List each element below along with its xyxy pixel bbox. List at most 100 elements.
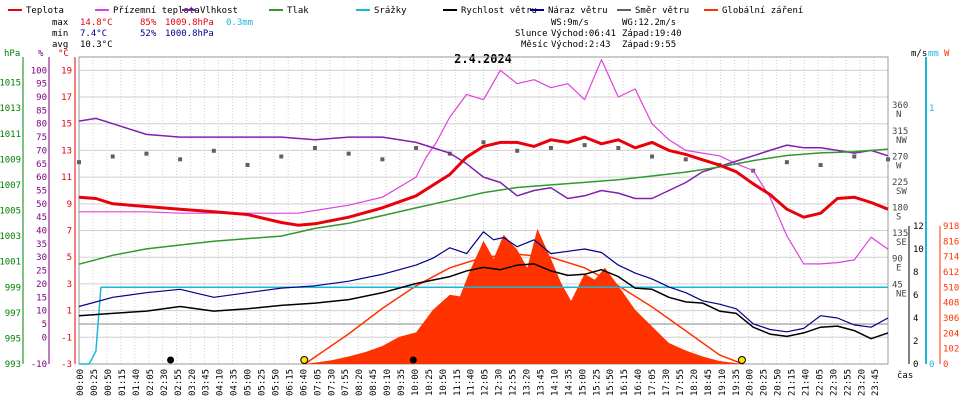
axis-hpa-tick: 999 (5, 283, 21, 293)
x-tick-label: 23:20 (857, 369, 867, 396)
axis-w-tick: 714 (943, 253, 959, 263)
x-tick-label: 16:15 (620, 369, 630, 396)
wind-wg: WG:12.2m/s (622, 18, 676, 28)
axis-dir-tick: 225 (892, 178, 908, 188)
axis-w-tick: 918 (943, 222, 959, 232)
axis-pct-tick: 65 (36, 160, 47, 170)
axis-w-tick: 408 (943, 299, 959, 309)
axis-mm-tick: 0 (929, 360, 934, 370)
axis-c-tick: 9 (67, 200, 72, 210)
x-tick-label: 18:45 (704, 369, 714, 396)
direction-point (144, 151, 149, 156)
left-axes: 9939959979991001100310051007100910111013… (0, 57, 76, 370)
direction-point (77, 160, 81, 165)
axis-pct-tick: 55 (36, 186, 47, 196)
axis-c-tick: -1 (61, 333, 72, 343)
x-tick-label: 08:20 (355, 369, 365, 396)
legend-label-feels_like: Přízemní teplota (113, 6, 200, 16)
x-tick-label: 09:10 (383, 369, 393, 396)
axis-dir-tick: 90 (892, 255, 903, 265)
legend-label-gust: Náraz větru (548, 6, 608, 16)
x-tick-label: 21:15 (788, 369, 798, 396)
axis-pct-tick: -10 (31, 360, 47, 370)
axis-unit-hpa: hPa (4, 49, 20, 59)
x-tick-label: 19:10 (718, 369, 728, 396)
axis-c-tick: 5 (67, 253, 72, 263)
axis-c-tick: 17 (61, 93, 72, 103)
x-tick-label: 06:40 (299, 369, 309, 396)
axis-w-tick: 102 (943, 345, 959, 355)
x-tick-label: 04:35 (230, 369, 240, 396)
axis-hpa-tick: 1011 (0, 130, 21, 140)
legend-label-pressure: Tlak (287, 6, 309, 16)
direction-point (279, 154, 284, 159)
x-tick-label: 01:40 (132, 369, 142, 396)
sun-moon-panel: WS:9m/s WG:12.2m/s Slunce Východ:06:41 Z… (515, 18, 682, 50)
axis-hpa-tick: 1003 (0, 232, 21, 242)
x-tick-label: 03:45 (202, 369, 212, 396)
x-tick-label: 05:00 (244, 369, 254, 396)
stat-min-press: 1000.8hPa (165, 29, 214, 39)
axis-unit-pct: % (38, 49, 44, 59)
axis-w-tick: 510 (943, 283, 959, 293)
direction-point (616, 145, 621, 150)
axis-pct-tick: 0 (42, 333, 47, 343)
axis-c-tick: 1 (67, 307, 72, 317)
axis-pct-tick: 50 (36, 200, 47, 210)
moonrise-marker (167, 356, 175, 364)
x-tick-label: 09:35 (397, 369, 407, 396)
x-tick-label: 17:05 (648, 369, 658, 396)
axis-dir-label: E (896, 264, 901, 274)
axis-ms-tick: 2 (913, 337, 918, 347)
x-tick-label: 00:50 (104, 369, 114, 396)
axis-pct-tick: 75 (36, 133, 47, 143)
wind-ws: WS:9m/s (551, 18, 589, 28)
x-tick-label: 15:50 (606, 369, 616, 396)
stat-max-press: 1009.8hPa (165, 18, 214, 28)
x-tick-label: 02:55 (174, 369, 184, 396)
x-tick-label: 17:30 (662, 369, 672, 396)
moon-label: Měsíc (521, 40, 548, 50)
series-gust-line (78, 231, 889, 333)
axis-unit-c: °C (58, 49, 69, 59)
axis-dir-tick: 135 (892, 229, 908, 239)
stat-avg-label: avg (52, 40, 68, 50)
axis-hpa-tick: 1015 (0, 79, 21, 89)
direction-point (784, 160, 789, 165)
stat-avg-temp: 10.3°C (80, 40, 113, 50)
axis-dir-tick: 270 (892, 152, 908, 162)
direction-point (683, 157, 688, 162)
x-tick-label: 16:40 (634, 369, 644, 396)
axis-ms-tick: 10 (913, 245, 924, 255)
axis-pct-tick: 5 (42, 320, 47, 330)
stat-min-label: min (52, 29, 68, 39)
x-tick-label: 10:50 (439, 369, 449, 396)
x-tick-label: 12:05 (481, 369, 491, 396)
axis-hpa-tick: 1009 (0, 155, 21, 165)
axis-c-tick: 15 (61, 120, 72, 130)
x-tick-label: 12:30 (495, 369, 505, 396)
x-axis: 00:00 00:25 00:50 01:15 01:40 02:05 02:30 02:55… (76, 369, 881, 396)
x-tick-label: 22:30 (829, 369, 839, 396)
direction-point (178, 157, 183, 162)
axis-unit-time: čas (897, 370, 913, 381)
legend-label-radiation: Globální záření (722, 6, 803, 16)
axis-pct-tick: 20 (36, 280, 47, 290)
x-tick-label: 23:45 (871, 369, 881, 396)
axis-pct-tick: 85 (36, 106, 47, 116)
x-tick-label: 19:35 (732, 369, 742, 396)
axis-ms-tick: 4 (913, 314, 918, 324)
x-tick-label: 20:50 (774, 369, 784, 396)
x-tick-label: 15:00 (578, 369, 588, 396)
axis-ms-tick: 12 (913, 222, 924, 232)
series-precip-line (79, 286, 888, 365)
axis-dir-label: W (896, 161, 902, 171)
x-tick-label: 14:35 (564, 369, 574, 396)
direction-point (515, 148, 520, 153)
axis-pct-tick: 70 (36, 146, 47, 156)
moon-rise: Východ:2:43 (551, 40, 611, 50)
axis-w-tick: 816 (943, 237, 959, 247)
axis-hpa-tick: 995 (5, 334, 21, 344)
x-tick-label: 07:30 (327, 369, 337, 396)
